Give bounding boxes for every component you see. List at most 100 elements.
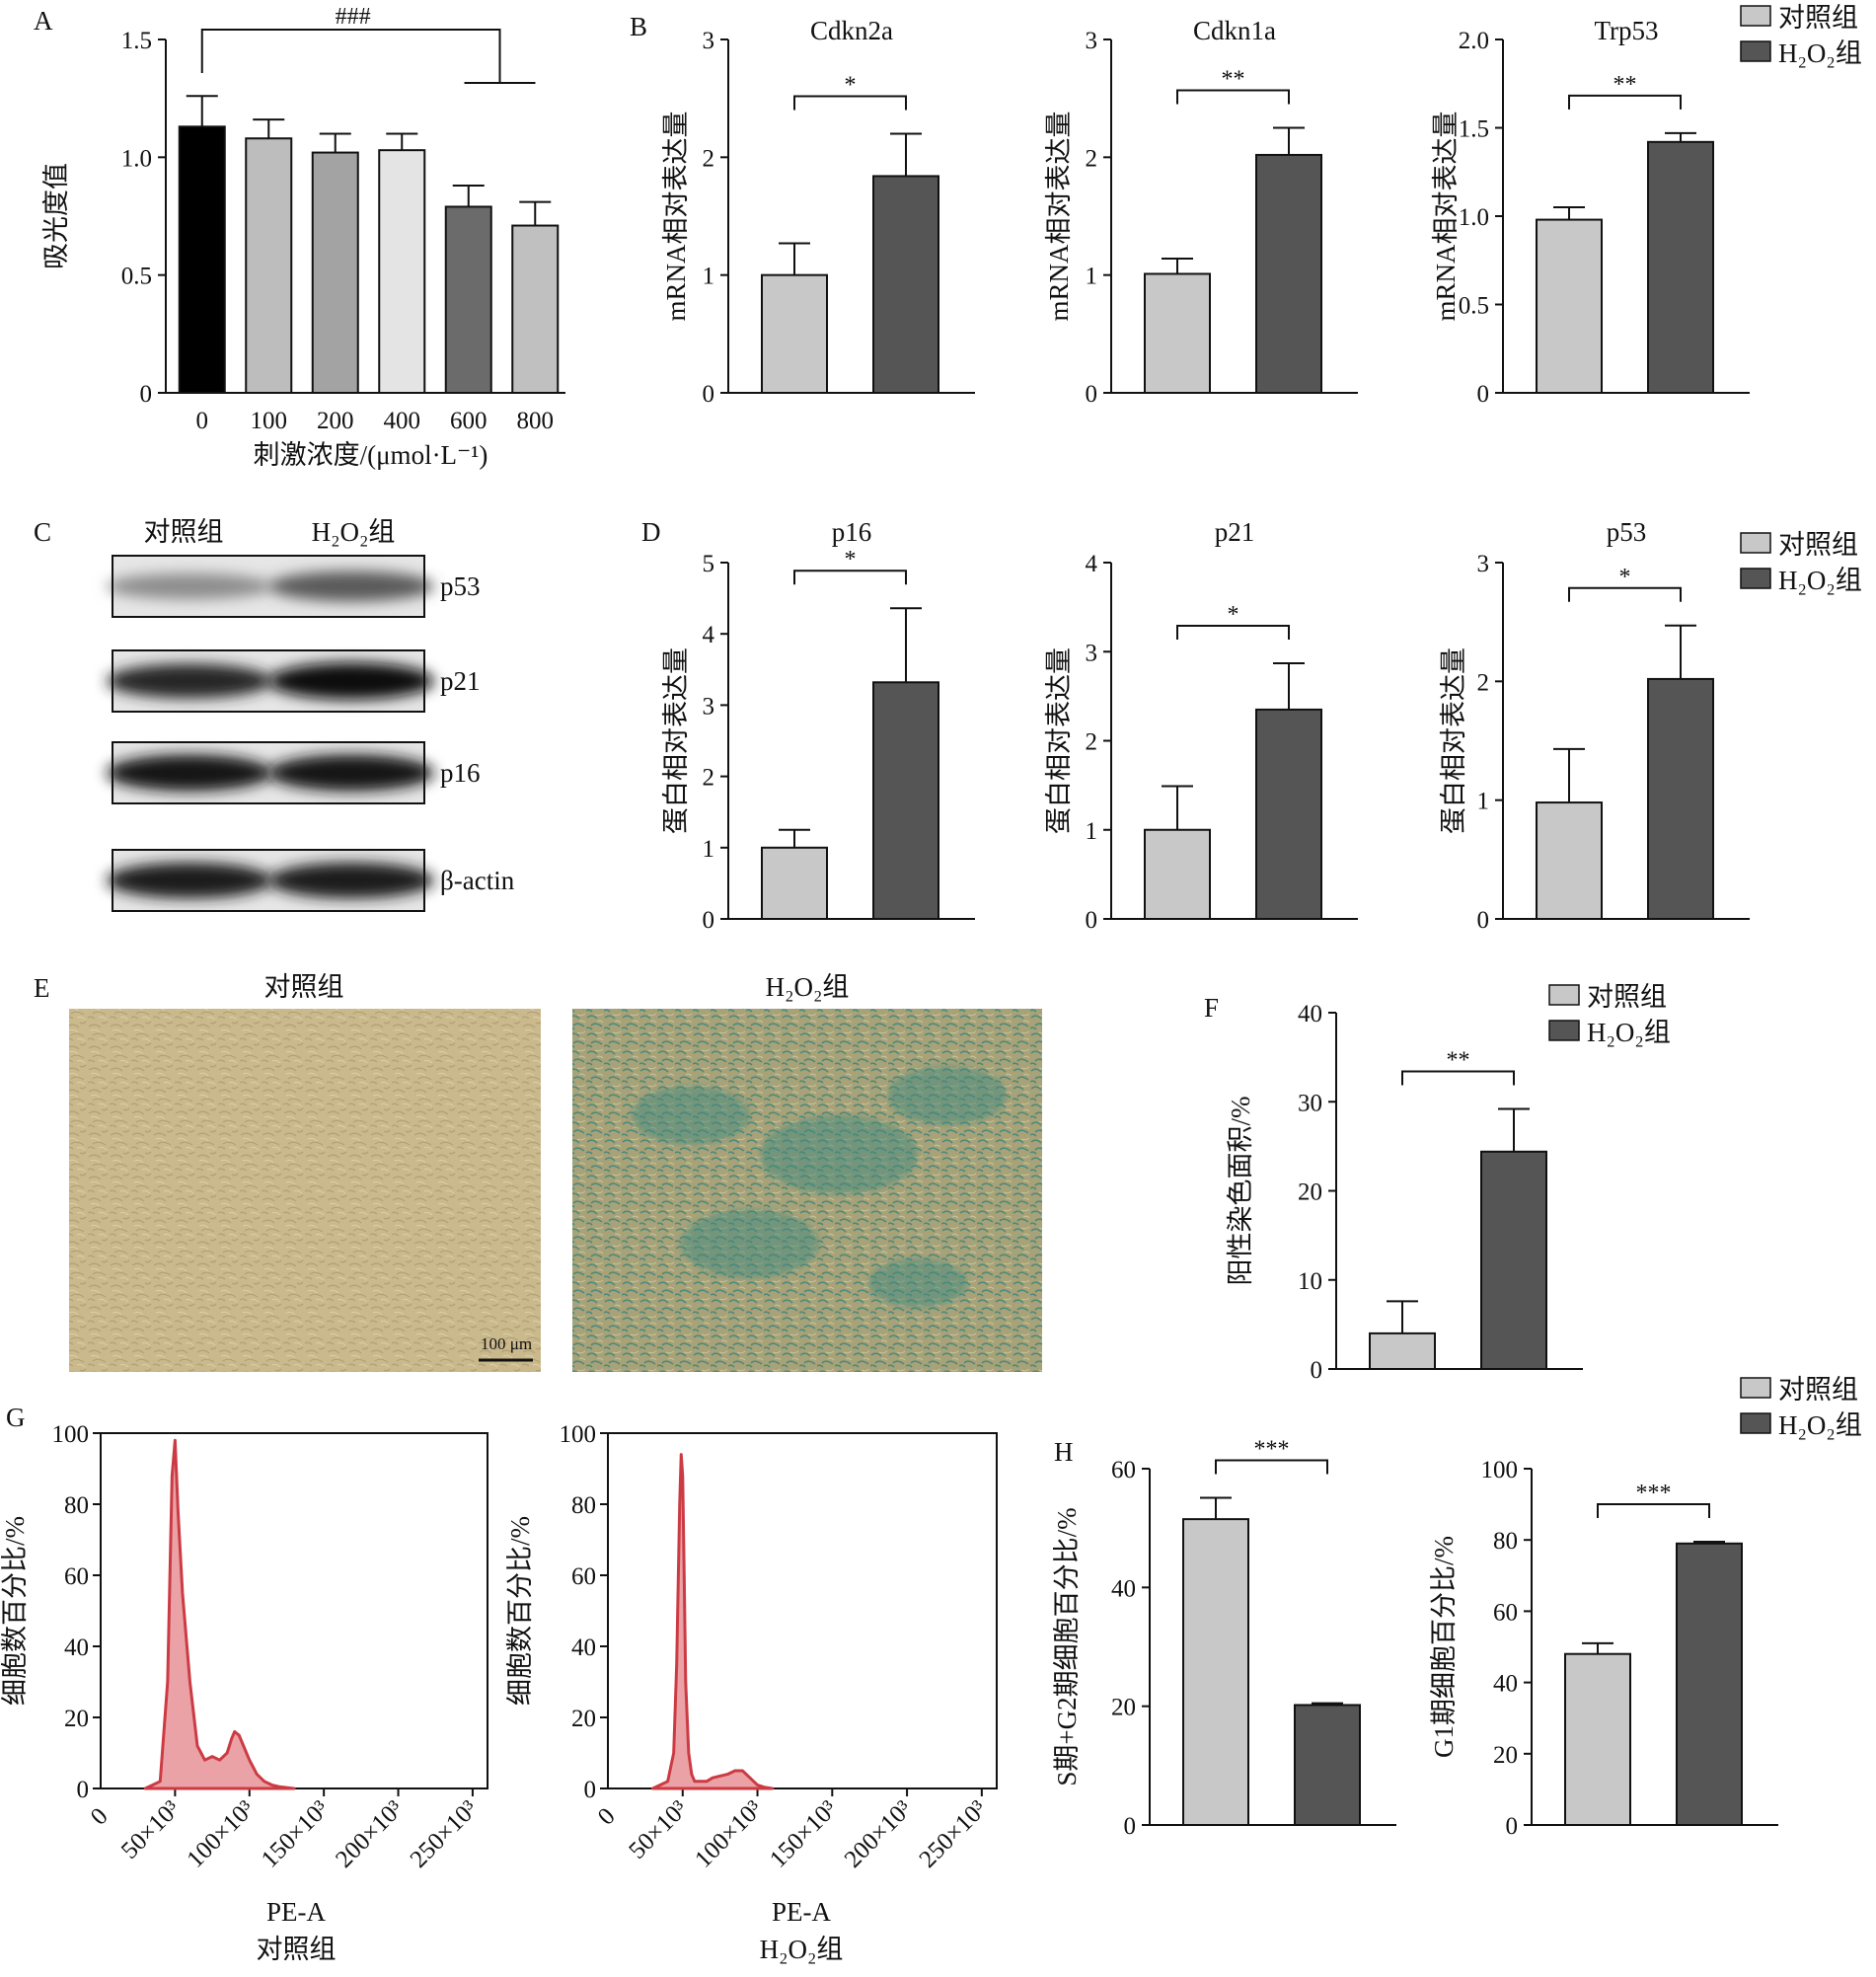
y-tick-label: 2 [703,765,715,792]
legend-label-h2o2: H₂O₂组 [1778,566,1862,595]
error-bar [779,242,810,275]
y-tick-label: 40 [1298,1001,1322,1027]
significance-bracket [793,95,907,111]
panel-letter-h: H [1054,1437,1074,1467]
chart-b3: 0 0.5 1.0 1.5 2.0 mRNA相对表达量 Trp53 ** [1431,16,1750,408]
x-tick-label: 200 [317,408,354,434]
legend-swatch-h2o2 [1740,40,1771,62]
chart-title: p21 [1215,517,1255,547]
y-axis-label: 吸光度值 [41,163,71,269]
y-tick-label: 3 [1477,551,1490,577]
error-bar [1273,661,1305,710]
y-tick-label: 0 [1086,907,1098,934]
error-bar [253,118,285,139]
x-tick-label: 600 [450,408,488,434]
legend-swatch-control [1740,532,1771,554]
x-tick-label: 200×10³ [840,1795,918,1873]
y-tick-label: 2 [1086,729,1098,756]
x-tick-label: 250×10³ [915,1795,993,1873]
bar-dose-100 [245,137,293,395]
y-tick-label: 60 [1493,1599,1518,1626]
y-tick-label: 3 [1086,28,1098,54]
y-tick-label: 0 [1311,1357,1323,1384]
y-tick-label: 3 [703,693,715,720]
micrograph-h2o2-stain-clusters [632,1066,1007,1308]
x-tick-label: 0 [86,1803,113,1831]
chart-b1: 0 1 2 3 mRNA相对表达量 Cdkn2a * [661,16,975,408]
chart-title: Cdkn1a [1193,16,1276,45]
error-bar [1553,206,1585,220]
significance-bracket [1401,1070,1515,1086]
y-tick-label: 0 [77,1777,90,1803]
error-bar [1387,1300,1418,1333]
y-tick-label: 60 [1111,1457,1136,1483]
micrograph-title-control: 对照组 [264,972,344,1002]
bar-dose-200 [311,151,359,394]
micrograph-title-h2o2: H₂O₂组 [766,972,850,1002]
bar-h2o2 [1647,140,1714,394]
bar-dose-800 [511,224,560,394]
y-tick-label: 0 [1506,1813,1519,1840]
chart-d2: 0 1 2 3 4 蛋白相对表达量 p21 * [1044,517,1358,934]
blot-frame [112,849,425,912]
band-control [107,754,272,792]
panel-letter-a: A [34,6,53,36]
error-bar [1273,126,1305,155]
blot-label: β-actin [440,866,515,895]
chart-title: p53 [1607,517,1647,547]
legend-swatch-h2o2 [1548,1020,1580,1041]
legend-swatch-h2o2 [1740,1412,1771,1434]
y-tick-label: 4 [1086,551,1098,577]
error-bar [1162,257,1193,274]
x-axis-label: 刺激浓度/(μmol·L⁻¹) [254,440,488,470]
y-tick-label: 0.5 [121,264,152,290]
x-tick-label: 150×10³ [765,1795,843,1873]
error-bar [1665,624,1696,679]
y-tick-label: 0 [584,1777,597,1803]
significance-label: ### [336,4,371,30]
panel-letter-g: G [6,1403,26,1432]
legend-swatch-control [1740,5,1771,27]
y-tick-label: 1 [1086,818,1098,845]
bar-control [1369,1331,1436,1371]
y-tick-label: 80 [1493,1528,1518,1555]
error-bar [1582,1641,1613,1654]
histogram-caption: 对照组 [257,1935,337,1964]
bar-h2o2 [872,175,939,394]
significance-bracket [793,570,907,585]
band-control [107,663,272,699]
x-tick-label: 200×10³ [331,1795,409,1873]
histogram-caption: H₂O₂组 [760,1935,844,1964]
y-tick-label: 40 [571,1635,596,1661]
y-tick-label: 80 [64,1492,89,1519]
band-h2o2 [268,862,434,899]
blot-frame [112,555,425,618]
plot-frame [607,1432,998,1789]
bar-control [1536,801,1603,920]
y-axis-label: 蛋白相对表达量 [1044,647,1074,834]
legend-swatch-h2o2 [1740,568,1771,589]
significance-label: * [1619,565,1631,590]
legend-f: 对照组 H₂O₂组 [1548,982,1671,1047]
legend-h: 对照组 H₂O₂组 [1740,1375,1862,1440]
chart-title: Cdkn2a [810,16,893,45]
panel-letter-d: D [641,517,661,547]
y-axis-label: S期+G2期细胞百分比/% [1052,1507,1082,1786]
blot-row-actin: β-actin [107,849,515,912]
bar-control [1564,1652,1631,1826]
significance-bracket [1215,1459,1328,1475]
bar-h2o2 [1480,1150,1547,1371]
y-tick-label: 100 [560,1421,597,1448]
western-blot-panel: 对照组 H₂O₂组 p53 p21 p16 β-actin [107,517,515,912]
band-control [107,572,272,600]
y-tick-label: 2 [703,145,715,172]
x-tick-label: 100 [251,408,288,434]
y-tick-label: 2.0 [1459,28,1489,54]
plot-frame [100,1432,488,1789]
micrograph-panel: 对照组 H₂O₂组 100 μm [69,972,1042,1372]
y-axis-label: mRNA相对表达量 [1431,111,1461,321]
y-axis-label: mRNA相对表达量 [1044,111,1074,321]
y-axis-label: 细胞数百分比/% [0,1516,30,1706]
